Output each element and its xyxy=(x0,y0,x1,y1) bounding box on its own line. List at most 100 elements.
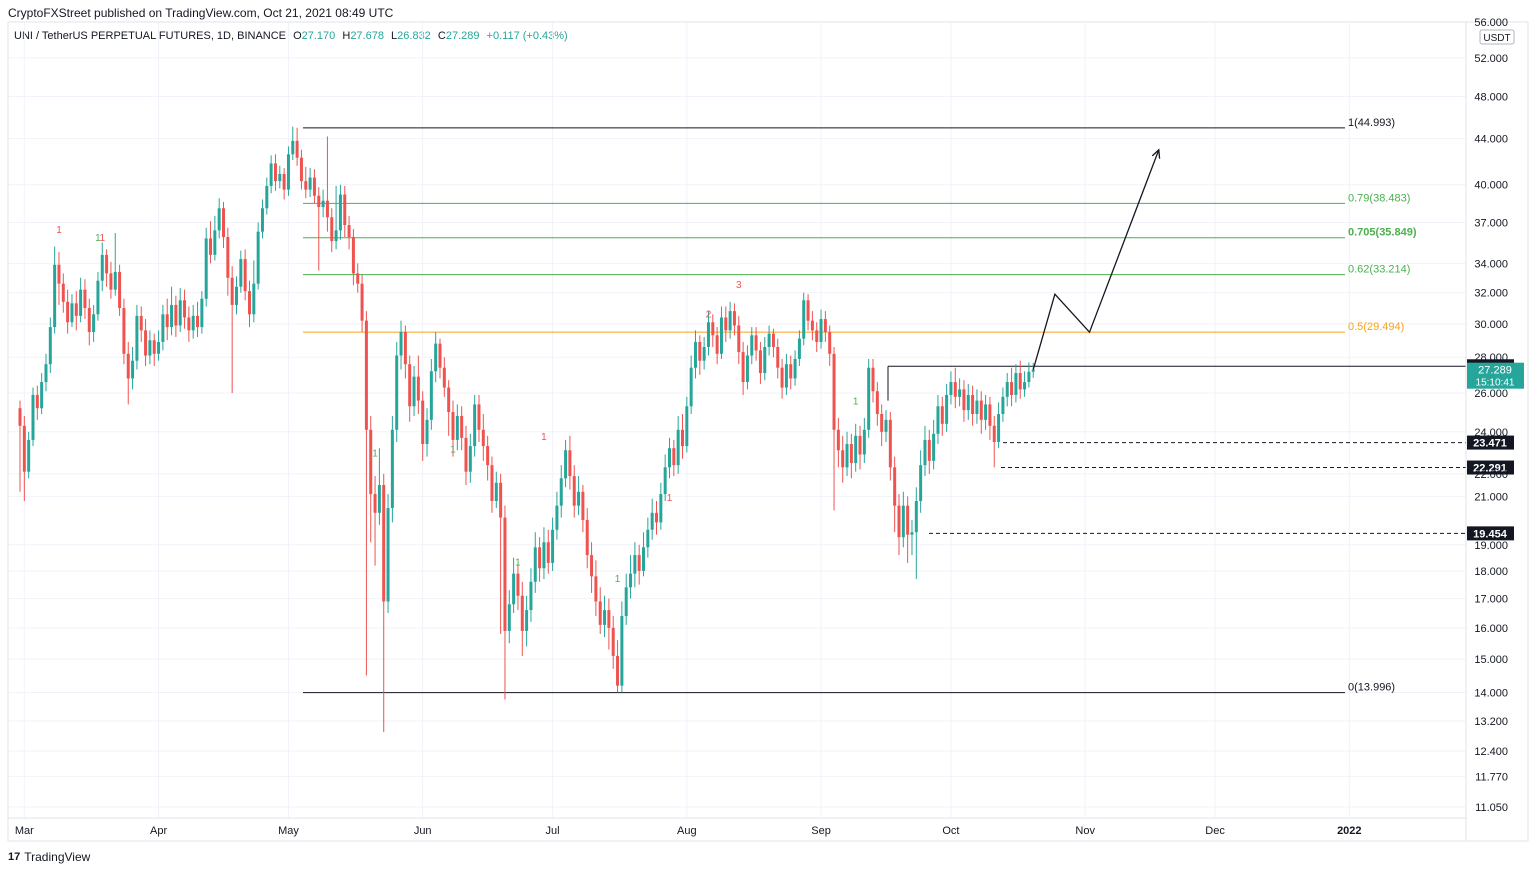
candle-body xyxy=(1010,382,1014,395)
candle-body xyxy=(165,314,169,328)
y-tick-label: 28.000 xyxy=(1474,352,1508,364)
candle-body xyxy=(330,217,334,242)
candle-body xyxy=(1027,371,1031,383)
candle-body xyxy=(923,439,927,466)
y-tick-label: 15.000 xyxy=(1474,654,1508,666)
y-tick-label: 24.000 xyxy=(1474,427,1508,439)
candle-body xyxy=(425,419,429,445)
candle-body xyxy=(265,185,269,209)
candle-body xyxy=(780,367,784,388)
candle-body xyxy=(706,322,710,347)
candle-body xyxy=(702,346,706,361)
x-tick-label: Aug xyxy=(677,825,697,837)
candle-body xyxy=(542,542,546,569)
candle-body xyxy=(434,343,438,372)
candle-body xyxy=(347,225,351,238)
candle-body xyxy=(919,465,923,502)
x-tick-label: Jun xyxy=(414,825,432,837)
candle-body xyxy=(308,177,312,190)
candle-body xyxy=(745,355,749,383)
candle-body xyxy=(624,587,628,616)
candle-body xyxy=(789,364,793,379)
symbol-name[interactable]: UNI / TetherUS PERPETUAL FUTURES, 1D, BI… xyxy=(14,30,287,42)
candle-body xyxy=(382,485,386,602)
candle-body xyxy=(334,230,338,242)
candle-body xyxy=(533,547,537,582)
y-tick-label: 30.000 xyxy=(1474,319,1508,331)
candle-body xyxy=(481,429,485,447)
candle-body xyxy=(325,200,329,218)
fib-label-0.79: 0.79(38.483) xyxy=(1348,192,1410,204)
change-value: +0.117 (+0.43%) xyxy=(486,30,568,42)
candle-body xyxy=(680,429,684,447)
candle-body xyxy=(486,446,490,466)
candle-body xyxy=(174,304,178,326)
candle-body xyxy=(442,367,446,388)
y-tick-label: 26.000 xyxy=(1474,388,1508,400)
y-tick-label: 11.050 xyxy=(1475,802,1508,814)
candle-body xyxy=(252,283,256,315)
tradingview-brand: TradingView xyxy=(24,850,91,864)
candle-body xyxy=(906,505,910,535)
fib-label-0.62: 0.62(33.214) xyxy=(1348,264,1410,276)
candle-body xyxy=(577,491,581,506)
candle-body xyxy=(278,173,282,182)
candle-body xyxy=(867,367,871,430)
projection-path[interactable] xyxy=(1032,148,1161,370)
candle-body xyxy=(875,391,879,414)
candle-body xyxy=(715,335,719,354)
candle-body xyxy=(295,140,299,158)
y-tick-label: 21.000 xyxy=(1474,491,1508,503)
candle-body xyxy=(1023,382,1027,390)
candle-body xyxy=(672,448,676,466)
low-label: L xyxy=(391,30,398,42)
candle-body xyxy=(157,341,161,354)
count-label: 2 xyxy=(706,309,712,320)
count-label: 1 xyxy=(515,558,521,569)
candle-body xyxy=(689,367,693,407)
candle-body xyxy=(1005,382,1009,397)
price-badge-19.454 xyxy=(1467,526,1514,541)
candle-body xyxy=(455,415,459,440)
candle-body xyxy=(525,610,529,631)
candle-body xyxy=(962,389,966,411)
candle-body xyxy=(338,194,342,231)
candle-body xyxy=(152,340,156,354)
candle-body xyxy=(546,542,550,563)
candle-body xyxy=(685,406,689,447)
candle-body xyxy=(858,435,862,455)
candle-body xyxy=(538,547,542,569)
candle-body xyxy=(183,300,187,318)
axes[interactable]: 11.050 11.770 12.400 13.200 14.000 15.000 16.0… xyxy=(7,17,1529,842)
unit-label: USDT xyxy=(1483,33,1510,44)
candle-body xyxy=(447,387,451,413)
candle-body xyxy=(74,303,78,316)
candle-body xyxy=(771,333,775,347)
candle-body xyxy=(633,555,637,574)
candle-body xyxy=(144,330,148,356)
candle-body xyxy=(893,467,897,506)
candle-body xyxy=(966,394,970,411)
x-tick-label: Jul xyxy=(546,825,560,837)
candle-body xyxy=(529,581,533,611)
candle-body xyxy=(139,315,143,331)
candle-body xyxy=(217,208,221,231)
y-tick-label: 48.000 xyxy=(1474,92,1508,104)
candle-body xyxy=(616,655,620,686)
candle-body xyxy=(191,315,195,331)
candle-body xyxy=(204,238,208,299)
candle-body xyxy=(728,311,732,331)
candle-body xyxy=(96,280,100,315)
price-badge-23.471 xyxy=(1467,435,1514,450)
candle-body xyxy=(598,601,602,625)
x-tick-label: May xyxy=(278,825,299,837)
fib-label-0.5: 0.5(29.494) xyxy=(1348,321,1404,333)
candle-body xyxy=(429,371,433,420)
count-label: 1 xyxy=(667,493,673,504)
candle-body xyxy=(113,271,117,290)
fibonacci-retracement[interactable]: 1(44.993) 0.79(38.483) 0.705(35.849) 0.62(3… xyxy=(303,117,1417,694)
count-label: 1 xyxy=(615,574,621,585)
candle-body xyxy=(763,346,767,374)
